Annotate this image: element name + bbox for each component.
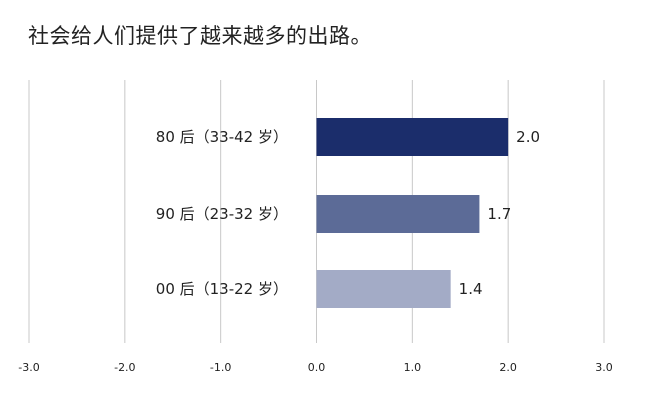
data-labels: 2.0 1.7 1.4 <box>459 128 540 298</box>
bars <box>316 118 509 308</box>
category-label: 00 后（13-22 岁） <box>156 280 288 298</box>
category-label: 80 后（33-42 岁） <box>156 128 288 146</box>
bar <box>316 195 480 233</box>
category-label: 90 后（23-32 岁） <box>156 205 288 223</box>
x-axis-ticks: -3.0 -2.0 -1.0 0.0 1.0 2.0 3.0 <box>18 361 612 374</box>
category-labels: 80 后（33-42 岁） 90 后（23-32 岁） 00 后（13-22 岁） <box>156 128 288 298</box>
x-tick-label: -2.0 <box>114 361 135 374</box>
bar <box>316 270 451 308</box>
data-label: 1.7 <box>487 205 511 223</box>
chart-title: 社会给人们提供了越来越多的出路。 <box>28 24 372 48</box>
x-tick-label: -1.0 <box>210 361 231 374</box>
x-tick-label: 2.0 <box>499 361 517 374</box>
x-tick-label: 3.0 <box>595 361 613 374</box>
bar <box>316 118 509 156</box>
data-label: 1.4 <box>459 280 483 298</box>
x-tick-label: 1.0 <box>404 361 422 374</box>
x-tick-label: -3.0 <box>18 361 39 374</box>
data-label: 2.0 <box>516 128 540 146</box>
x-tick-label: 0.0 <box>308 361 326 374</box>
